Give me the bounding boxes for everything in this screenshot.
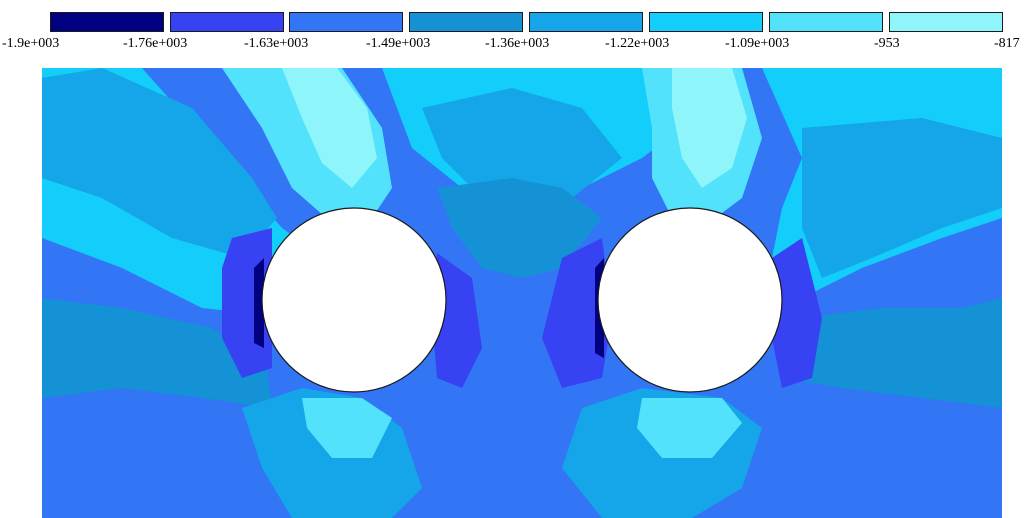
legend-tick-1: -1.9e+003: [2, 36, 60, 51]
contour-band-9: [437, 178, 602, 278]
legend-swatch-8: [889, 12, 1003, 32]
legend-swatch-2: [170, 12, 284, 32]
color-legend: -1.9e+003 -1.76e+003 -1.63e+003 -1.49e+0…: [0, 0, 1025, 60]
contour-band-23: [254, 258, 264, 348]
legend-tick-5: -1.36e+003: [485, 36, 550, 51]
contour-plot-canvas: [42, 68, 1002, 518]
legend-swatch-6: [649, 12, 763, 32]
legend-tick-7: -1.09e+003: [725, 36, 790, 51]
contour-band-6: [282, 68, 377, 188]
legend-swatch-4: [409, 12, 523, 32]
legend-swatch-7: [769, 12, 883, 32]
contour-band-3-left: [42, 298, 272, 408]
contour-band-4-left: [42, 388, 272, 418]
contour-band-13-right: [802, 118, 1002, 278]
legend-tick-4: -1.49e+003: [366, 36, 431, 51]
legend-tick-2: -1.76e+003: [123, 36, 188, 51]
contour-band-21: [542, 238, 612, 388]
contour-band-14-right: [782, 298, 1002, 408]
legend-tick-9: -817: [994, 36, 1020, 51]
contour-band-16: [302, 398, 392, 458]
contour-band-11: [672, 68, 747, 188]
contour-band-8: [422, 88, 622, 238]
legend-tick-6: -1.22e+003: [605, 36, 670, 51]
legend-tick-3: -1.63e+003: [244, 36, 309, 51]
legend-swatch-3: [289, 12, 403, 32]
legend-swatch-1: [50, 12, 164, 32]
hole-left: [261, 207, 447, 393]
hole-right: [597, 207, 783, 393]
contour-band-18: [637, 398, 742, 458]
contour-plot: [42, 68, 1002, 518]
contour-band-22: [772, 238, 822, 388]
contour-band-2-left: [42, 68, 277, 258]
legend-swatch-5: [529, 12, 643, 32]
legend-tick-8: -953: [874, 36, 900, 51]
